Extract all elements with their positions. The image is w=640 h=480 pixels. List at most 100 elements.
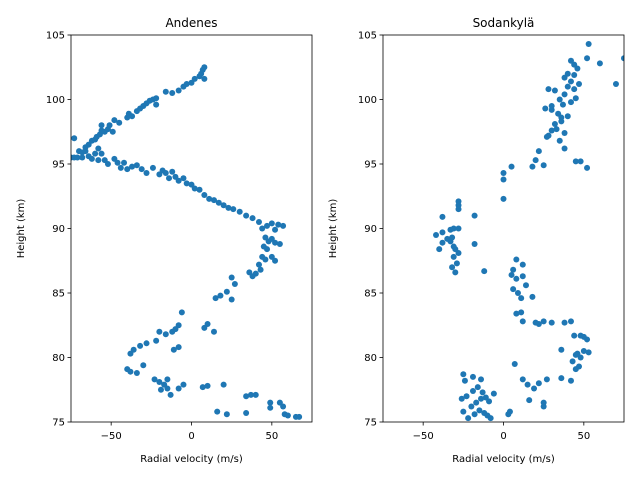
x-tick-label: 50 <box>577 431 590 442</box>
data-point <box>162 331 169 338</box>
axis-ticks: −50 0 50 75 80 85 90 95 100 105 <box>46 31 278 442</box>
y-tick-label: 90 <box>52 224 65 235</box>
data-point <box>257 266 264 273</box>
y-tick-label: 75 <box>364 418 377 429</box>
data-point <box>210 197 217 204</box>
data-point <box>296 413 303 420</box>
data-point <box>220 381 227 388</box>
data-point <box>284 412 291 419</box>
data-point <box>558 375 565 382</box>
data-point <box>452 269 459 276</box>
data-point <box>526 397 533 404</box>
data-point <box>500 170 507 177</box>
data-point <box>564 70 571 77</box>
data-point <box>556 137 563 144</box>
data-point <box>217 292 224 299</box>
data-point <box>79 149 86 156</box>
data-point <box>519 261 526 268</box>
data-point <box>449 264 456 271</box>
data-point <box>519 273 526 280</box>
data-point <box>180 381 187 388</box>
data-point <box>518 309 525 316</box>
scatter-points <box>71 64 303 420</box>
data-point <box>548 319 555 326</box>
x-tick-label: 50 <box>265 431 278 442</box>
data-point <box>175 385 182 392</box>
data-point <box>571 86 578 93</box>
data-point <box>500 176 507 183</box>
data-point <box>267 399 274 406</box>
data-point <box>511 360 518 367</box>
data-point <box>275 221 282 228</box>
data-point <box>243 393 250 400</box>
data-point <box>280 222 287 229</box>
data-point <box>116 119 123 126</box>
data-point <box>249 215 256 222</box>
panel-andenes: Andenes −50 0 50 75 80 85 90 95 100 105 Radial ve… <box>16 16 313 465</box>
panel-title: Andenes <box>165 16 217 30</box>
y-tick-label: 95 <box>52 160 65 171</box>
data-point <box>228 296 235 303</box>
data-point <box>255 219 262 226</box>
data-point <box>478 395 485 402</box>
data-point <box>129 113 136 120</box>
data-point <box>223 411 230 418</box>
data-point <box>268 220 275 227</box>
data-point <box>215 199 222 206</box>
data-point <box>529 163 536 170</box>
data-point <box>535 380 542 387</box>
data-point <box>561 319 568 326</box>
data-point <box>524 381 531 388</box>
data-point <box>450 253 457 260</box>
data-point <box>98 122 105 129</box>
y-tick-label: 75 <box>52 418 65 429</box>
data-point <box>151 376 158 383</box>
data-point <box>183 81 190 88</box>
data-point <box>487 415 494 422</box>
axis-ticks: −50 0 50 75 80 85 90 95 100 105 <box>358 31 590 442</box>
data-point <box>465 415 472 422</box>
data-point <box>508 163 515 170</box>
data-point <box>585 41 592 48</box>
y-tick-label: 85 <box>364 289 377 300</box>
data-point <box>175 87 182 94</box>
data-point <box>212 295 219 302</box>
data-point <box>210 328 217 335</box>
data-point <box>558 346 565 353</box>
data-point <box>140 362 147 369</box>
data-point <box>532 157 539 164</box>
data-point <box>204 382 211 389</box>
data-point <box>572 158 579 165</box>
data-point <box>206 195 213 202</box>
data-point <box>596 60 603 67</box>
data-point <box>264 222 271 229</box>
data-point <box>540 399 547 406</box>
data-point <box>506 408 513 415</box>
data-point <box>460 371 467 378</box>
data-point <box>559 101 566 108</box>
x-tick-label: −50 <box>101 431 122 442</box>
data-point <box>276 240 283 247</box>
data-point <box>531 385 538 392</box>
data-point <box>567 377 574 384</box>
data-point <box>567 78 574 85</box>
data-point <box>170 346 177 353</box>
data-point <box>169 328 176 335</box>
data-point <box>540 318 547 325</box>
y-axis-label: Height (km) <box>16 199 27 259</box>
data-point <box>439 229 446 236</box>
data-point <box>572 351 579 358</box>
data-point <box>473 399 480 406</box>
data-point <box>558 114 565 121</box>
data-point <box>225 204 232 211</box>
data-point <box>548 102 555 109</box>
data-point <box>137 342 144 349</box>
data-point <box>236 208 243 215</box>
data-point <box>267 404 274 411</box>
data-point <box>255 261 262 268</box>
y-tick-label: 80 <box>364 353 377 364</box>
data-point <box>156 379 163 386</box>
data-point <box>92 150 99 157</box>
